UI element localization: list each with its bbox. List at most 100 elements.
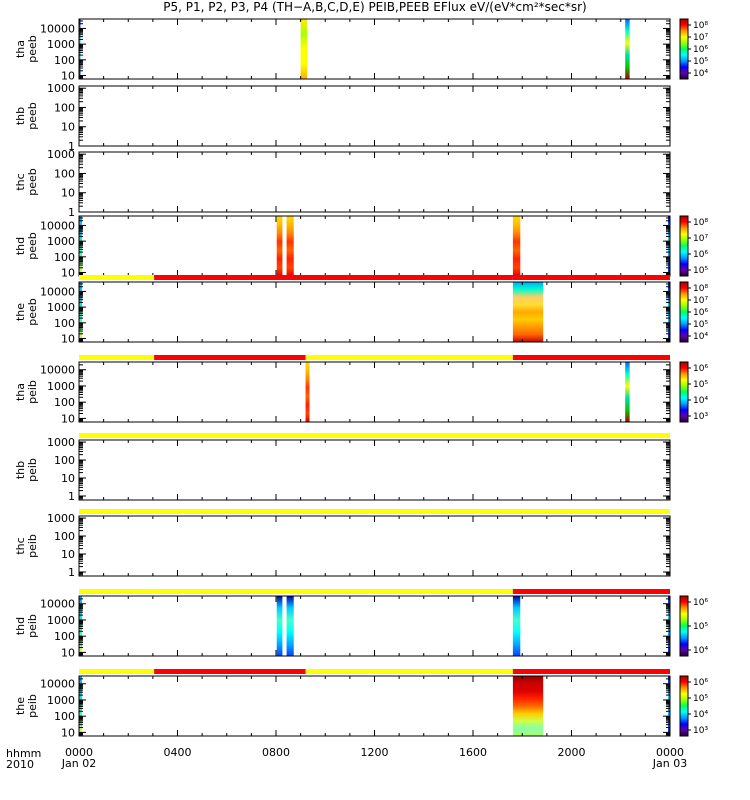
- colorbar: [679, 18, 689, 80]
- spectrogram-block: [286, 596, 294, 656]
- panel-probe-label: the: [14, 303, 27, 321]
- y-tick-label: 1000: [47, 82, 75, 95]
- y-tick-label: 10000: [40, 598, 75, 611]
- colorbar-label: 10⁸: [693, 21, 708, 31]
- x-tick-label: 2000: [558, 746, 586, 759]
- panel-thc-peeb: 1 10 100 1000 thc peeb: [14, 148, 671, 219]
- y-tick-label: 10000: [40, 364, 75, 377]
- panel-product-label: peib: [26, 534, 39, 558]
- y-tick-label: 1000: [47, 694, 75, 707]
- panel-thb-peib: 1 10 100 1000 thb peib: [14, 433, 671, 503]
- flag-segment: [154, 275, 513, 280]
- colorbar-label: 10⁶: [693, 678, 708, 688]
- y-tick-label: 1000: [47, 380, 75, 393]
- y-tick-label: 10000: [40, 219, 75, 232]
- colorbar-label: 10⁵: [693, 622, 708, 632]
- y-tick-label: 10: [61, 333, 75, 346]
- flag-segment: [79, 275, 155, 280]
- flag-segment: [79, 433, 670, 438]
- y-tick-label: 10: [61, 267, 75, 280]
- y-tick-label: 10: [61, 472, 75, 485]
- panel-product-label: peeb: [26, 35, 39, 63]
- y-tick-label: 1: [68, 490, 75, 503]
- flag-segment: [305, 355, 513, 360]
- colorbar-label: 10⁸: [693, 284, 708, 294]
- colorbar-label: 10⁴: [693, 646, 708, 656]
- spectrogram-block: [300, 19, 308, 79]
- y-tick-label: 10000: [40, 285, 75, 298]
- panel-product-label: peeb: [26, 298, 39, 326]
- colorbar-label: 10⁴: [693, 396, 708, 406]
- flag-segment: [512, 669, 670, 674]
- colorbar-label: 10⁶: [693, 45, 708, 55]
- flag-segment: [512, 355, 670, 360]
- y-tick-label: 100: [54, 101, 75, 114]
- panel-frame: [78, 515, 671, 577]
- y-tick-label: 1000: [47, 301, 75, 314]
- y-tick-label: 10: [61, 121, 75, 134]
- y-tick-label: 100: [54, 317, 75, 330]
- panel-product-label: peib: [26, 458, 39, 482]
- x-tick-label: 0000: [65, 746, 93, 759]
- colorbar-label: 10⁵: [693, 266, 708, 276]
- y-tick-label: 100: [54, 630, 75, 643]
- panel-thb-peeb: 1 10 100 1000 thb peeb: [14, 82, 671, 153]
- panel-frame: [78, 595, 671, 657]
- flag-segment: [79, 589, 155, 594]
- colorbar: [679, 215, 689, 277]
- flag-segment: [154, 669, 306, 674]
- panel-probe-label: thd: [14, 237, 27, 255]
- panel-frame: [78, 439, 671, 501]
- y-tick-label: 10: [61, 187, 75, 200]
- spectrogram-block: [512, 596, 521, 656]
- colorbar-label: 10⁶: [693, 364, 708, 374]
- page-title: P5, P1, P2, P3, P4 (TH−A,B,C,D,E) PEIB,P…: [163, 0, 587, 14]
- x-tick-sublabel: Jan 03: [652, 757, 687, 770]
- x-tick-label: 0400: [164, 746, 192, 759]
- panel-probe-label: thd: [14, 617, 27, 635]
- x-tick-label: 0000: [656, 746, 684, 759]
- y-tick-label: 1: [68, 206, 75, 219]
- y-tick-label: 10000: [40, 678, 75, 691]
- panel-tha-peeb: 10 100 1000 10000 tha peeb 10⁴ 10⁵ 10⁶ 10⁷ 10⁸: [14, 18, 708, 83]
- panel-tha-peib: 10 100 1000 10000 tha peib 10³ 10⁴ 10⁵ 10⁶: [14, 355, 708, 425]
- colorbar: [679, 281, 689, 343]
- y-tick-label: 1: [68, 566, 75, 579]
- panel-product-label: peib: [26, 614, 39, 638]
- panel-probe-label: tha: [14, 40, 27, 58]
- y-tick-label: 10: [61, 412, 75, 425]
- flag-segment: [79, 669, 155, 674]
- panel-probe-label: the: [14, 697, 27, 715]
- x-tick-label: 1600: [459, 746, 487, 759]
- x-tick-sublabel: Jan 02: [61, 757, 96, 770]
- colorbar-label: 10⁴: [693, 710, 708, 720]
- panel-product-label: peib: [26, 380, 39, 404]
- y-tick-label: 100: [54, 396, 75, 409]
- y-tick-label: 1: [68, 140, 75, 153]
- y-tick-label: 10: [61, 646, 75, 659]
- colorbar-label: 10⁵: [693, 57, 708, 67]
- x-row-label-year: 2010: [6, 758, 34, 771]
- panel-product-label: peib: [26, 694, 39, 718]
- colorbar-label: 10⁵: [693, 694, 708, 704]
- y-tick-label: 1000: [47, 148, 75, 161]
- panel-frame: [78, 281, 671, 343]
- colorbar-label: 10⁷: [693, 33, 708, 43]
- flag-segment: [512, 275, 670, 280]
- spectrogram-block: [625, 362, 630, 422]
- colorbar-label: 10⁴: [693, 332, 708, 342]
- panel-the-peib: 10 100 1000 10000 the peib 10³ 10⁴ 10⁵ 10⁶: [14, 669, 708, 739]
- panel-product-label: peeb: [26, 168, 39, 196]
- y-tick-label: 10: [61, 726, 75, 739]
- flag-segment: [154, 355, 306, 360]
- spectrogram-block: [276, 216, 283, 276]
- flag-segment: [305, 669, 513, 674]
- y-tick-label: 100: [54, 167, 75, 180]
- panel-probe-label: tha: [14, 383, 27, 401]
- panel-probe-label: thc: [14, 537, 27, 554]
- panel-probe-label: thb: [14, 107, 27, 125]
- y-tick-label: 100: [54, 530, 75, 543]
- panel-probe-label: thc: [14, 173, 27, 190]
- spectrogram-block: [512, 282, 544, 342]
- panel-frame: [78, 151, 671, 213]
